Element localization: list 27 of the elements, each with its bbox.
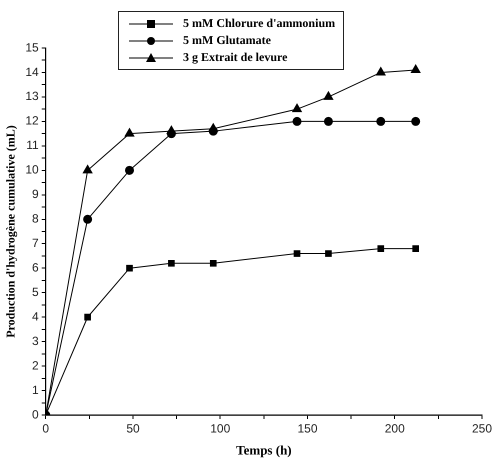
y-tick-label: 0 (32, 407, 40, 422)
y-tick-label: 10 (25, 162, 40, 177)
y-tick-label: 4 (32, 309, 40, 324)
x-tick-label: 0 (42, 422, 50, 436)
x-axis-title: Temps (h) (236, 442, 292, 458)
legend-label: 5 mM Glutamate (183, 33, 271, 48)
legend-label: 3 g Extrait de levure (183, 50, 288, 65)
x-tick-label: 250 (472, 422, 492, 436)
y-tick-label: 12 (25, 114, 40, 128)
y-tick-label: 8 (32, 212, 40, 226)
y-axis-title: Production d'hydrogène cumulative (mL) (3, 125, 18, 338)
y-tick-label: 6 (32, 260, 40, 275)
y-tick-label: 1 (32, 382, 40, 397)
legend-label: 5 mM Chlorure d'ammonium (183, 16, 336, 31)
y-tick-label: 3 (32, 334, 40, 348)
y-tick-label: 2 (32, 358, 40, 372)
x-tick-label: 100 (210, 422, 231, 436)
y-tick-label: 11 (26, 138, 40, 152)
y-tick-label: 5 (32, 284, 40, 299)
x-tick-label: 150 (297, 422, 318, 436)
y-tick-label: 7 (32, 236, 40, 250)
x-tick-label: 50 (126, 422, 140, 436)
y-tick-label: 14 (25, 64, 40, 79)
y-tick-label: 15 (25, 40, 40, 54)
x-tick-label: 200 (384, 422, 406, 436)
y-tick-label: 9 (32, 187, 40, 202)
y-tick-label: 13 (25, 89, 40, 104)
